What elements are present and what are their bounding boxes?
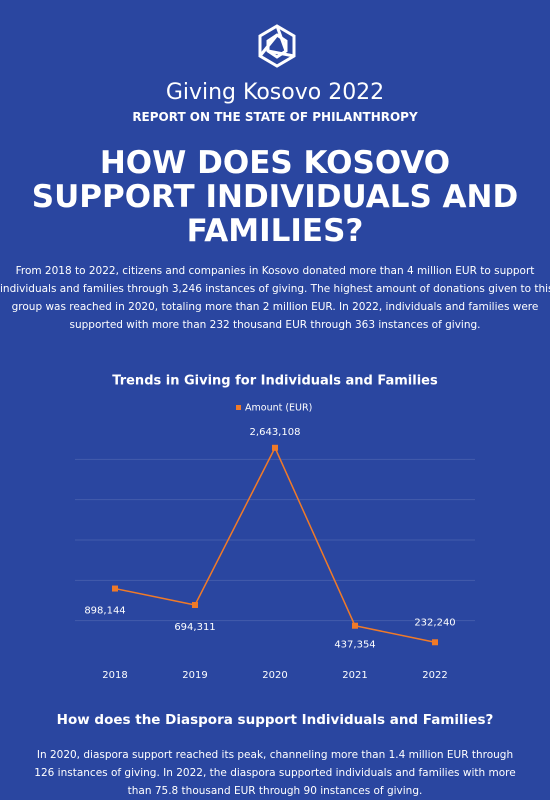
point: [112, 585, 118, 592]
subtitle: REPORT ON THE STATE OF PHILANTHROPY: [132, 110, 418, 124]
headline-line: FAMILIES?: [186, 213, 364, 249]
title: Giving Kosovo 2022: [165, 80, 385, 105]
intro-line: individuals and families through 3,246 i…: [0, 283, 550, 295]
diaspora-line: 126 instances of giving. In 2022, the di…: [34, 767, 516, 779]
x-tick-label: 2021: [342, 670, 367, 681]
intro-line: group was reached in 2020, totaling more…: [11, 301, 539, 313]
data-label: 437,354: [334, 640, 375, 651]
point: [352, 622, 358, 629]
point: [432, 639, 438, 646]
data-label: 694,311: [174, 622, 215, 633]
data-label: 2,643,108: [250, 427, 301, 438]
line: [114, 446, 436, 644]
data-label: 232,240: [414, 617, 455, 628]
legend-label: Amount (EUR): [245, 403, 312, 414]
intro-line: supported with more than 232 thousand EU…: [69, 319, 481, 331]
x-tick-label: 2020: [262, 670, 287, 681]
section-title: How does the Diaspora support Individual…: [56, 712, 494, 728]
legend-swatch: [236, 405, 241, 410]
diaspora-line: than 75.8 thousand EUR through 90 instan…: [127, 785, 423, 797]
x-tick-label: 2018: [102, 670, 127, 681]
x-tick-label: 2022: [422, 670, 447, 681]
diaspora-line: In 2020, diaspora support reached its pe…: [36, 749, 514, 761]
headline-line: SUPPORT INDIVIDUALS AND: [31, 179, 519, 215]
logo: [258, 24, 296, 68]
point: [272, 444, 278, 451]
point: [192, 601, 198, 608]
data-label: 898,144: [84, 606, 125, 617]
chart-title: Trends in Giving for Individuals and Fam…: [112, 374, 438, 389]
x-tick-label: 2019: [182, 670, 207, 681]
intro-line: From 2018 to 2022, citizens and companie…: [15, 265, 535, 277]
headline-line: HOW DOES KOSOVO: [99, 145, 451, 181]
